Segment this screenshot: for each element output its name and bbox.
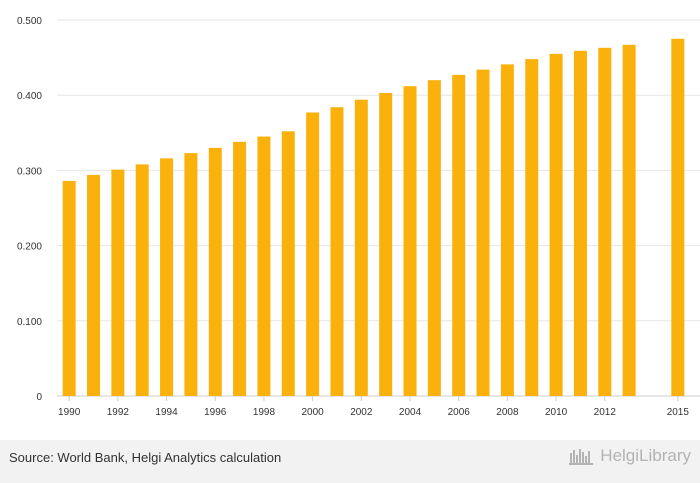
bar[interactable] — [257, 136, 271, 396]
bar[interactable] — [233, 141, 247, 396]
x-tick-label: 2010 — [545, 407, 568, 418]
bar[interactable] — [208, 147, 222, 396]
bar[interactable] — [160, 158, 174, 396]
y-tick-label: 0.400 — [17, 91, 42, 102]
brand-logo[interactable]: HelgiLibrary — [569, 446, 691, 466]
bar[interactable] — [306, 112, 320, 396]
y-tick-label: 0.500 — [17, 16, 42, 27]
y-axis-ticks: 0 0.100 0.200 0.300 0.400 0.500 — [17, 16, 42, 403]
y-tick-label: 0 — [36, 392, 42, 403]
bar[interactable] — [671, 38, 685, 397]
bar[interactable] — [403, 86, 417, 397]
brand-name: HelgiLibrary — [600, 446, 691, 465]
x-tick-label: 2008 — [496, 407, 519, 418]
x-tick-label: 2000 — [302, 407, 325, 418]
bar[interactable] — [598, 47, 612, 396]
bar[interactable] — [135, 164, 149, 396]
x-tick-label: 1998 — [253, 407, 276, 418]
bar[interactable] — [427, 80, 441, 396]
x-tick-label: 1996 — [204, 407, 227, 418]
bar[interactable] — [354, 99, 368, 396]
bar[interactable] — [476, 69, 490, 396]
x-tick-label: 1992 — [107, 407, 130, 418]
x-tick-label: 2004 — [399, 407, 422, 418]
bar[interactable] — [452, 74, 466, 397]
source-note: Source: World Bank, Helgi Analytics calc… — [9, 450, 282, 465]
bar[interactable] — [281, 131, 295, 396]
x-axis-ticks: 1990 1992 1994 1996 1998 2000 2002 2004 2006 2008… — [58, 396, 689, 418]
bar[interactable] — [330, 107, 344, 397]
bar[interactable] — [62, 180, 76, 396]
x-tick-label: 2006 — [448, 407, 471, 418]
bar[interactable] — [111, 169, 125, 396]
bar[interactable] — [622, 44, 636, 396]
bar[interactable] — [184, 153, 198, 396]
x-tick-label: 1994 — [155, 407, 178, 418]
bar[interactable] — [573, 50, 587, 396]
bar[interactable] — [500, 64, 514, 397]
bar[interactable] — [379, 92, 393, 396]
x-tick-label: 2002 — [350, 407, 373, 418]
y-tick-label: 0.100 — [17, 317, 42, 328]
bar[interactable] — [525, 59, 539, 396]
bar[interactable] — [87, 174, 101, 396]
x-tick-label: 2015 — [667, 407, 690, 418]
library-icon — [569, 449, 594, 465]
y-tick-label: 0.200 — [17, 242, 42, 253]
x-tick-label: 2012 — [594, 407, 617, 418]
bar[interactable] — [549, 53, 563, 397]
bars — [62, 38, 685, 397]
y-tick-label: 0.300 — [17, 166, 42, 177]
x-tick-label: 1990 — [58, 407, 81, 418]
